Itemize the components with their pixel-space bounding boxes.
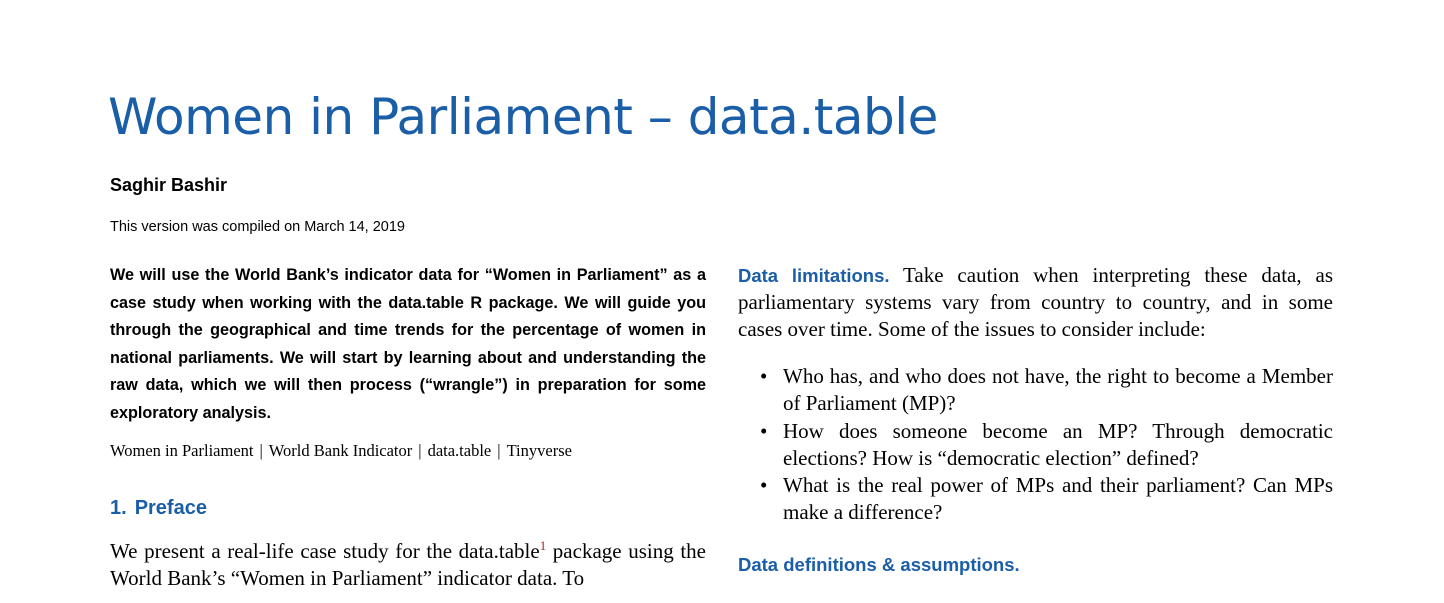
definitions-heading: Data definitions & assumptions. — [738, 553, 1020, 575]
keyword: data.table — [427, 441, 492, 460]
keyword-separator: | — [497, 441, 501, 460]
list-item-text: What is the real power of MPs and their … — [783, 473, 1333, 525]
list-item: • How does someone become an MP? Through … — [738, 418, 1333, 473]
keyword: World Bank Indicator — [268, 441, 413, 460]
abstract: We will use the World Bank’s indicator d… — [110, 266, 706, 422]
limitations-text: Take caution when interpreting these dat… — [738, 263, 1333, 341]
list-item: • Who has, and who does not have, the rig… — [738, 363, 1333, 418]
keyword-separator: | — [418, 441, 422, 460]
keyword: Women in Parliament — [110, 441, 254, 460]
right-column: Data limitations. Take caution when inte… — [738, 262, 1333, 576]
preface-text: We present a real-life case study for th… — [110, 539, 540, 563]
section-heading-preface: 1. Preface — [110, 497, 706, 520]
keywords: Women in Parliament | World Bank Indicator… — [110, 441, 706, 461]
limitations-paragraph: Data limitations. Take caution when inte… — [738, 262, 1333, 343]
compiled-date: This version was compiled on March 14, 2… — [110, 219, 405, 235]
bullet-icon: • — [760, 364, 768, 388]
paper-title: Women in Parliament – data.table — [108, 88, 938, 146]
section-title: Preface — [134, 497, 207, 519]
bullet-icon: • — [760, 418, 768, 443]
list-item-text: Who has, and who does not have, the righ… — [783, 364, 1333, 416]
preface-text-continued: package using the World Bank’s “Women in… — [110, 539, 707, 590]
list-item: • What is the real power of MPs and their… — [738, 472, 1333, 527]
footnote-link[interactable]: 1 — [539, 538, 547, 553]
keyword: Tinyverse — [506, 441, 572, 460]
section-number: 1. — [110, 497, 127, 519]
list-item-text: How does someone become an MP? Through d… — [783, 418, 1333, 470]
left-column: We will use the World Bank’s indicator d… — [110, 262, 706, 592]
bullet-icon: • — [760, 473, 768, 498]
issues-list: • Who has, and who does not have, the rig… — [738, 363, 1333, 527]
author-name: Saghir Bashir — [110, 175, 228, 195]
preface-paragraph: We present a real-life case study for th… — [110, 538, 706, 592]
limitations-heading: Data limitations. — [738, 265, 890, 286]
keyword-separator: | — [259, 441, 263, 460]
